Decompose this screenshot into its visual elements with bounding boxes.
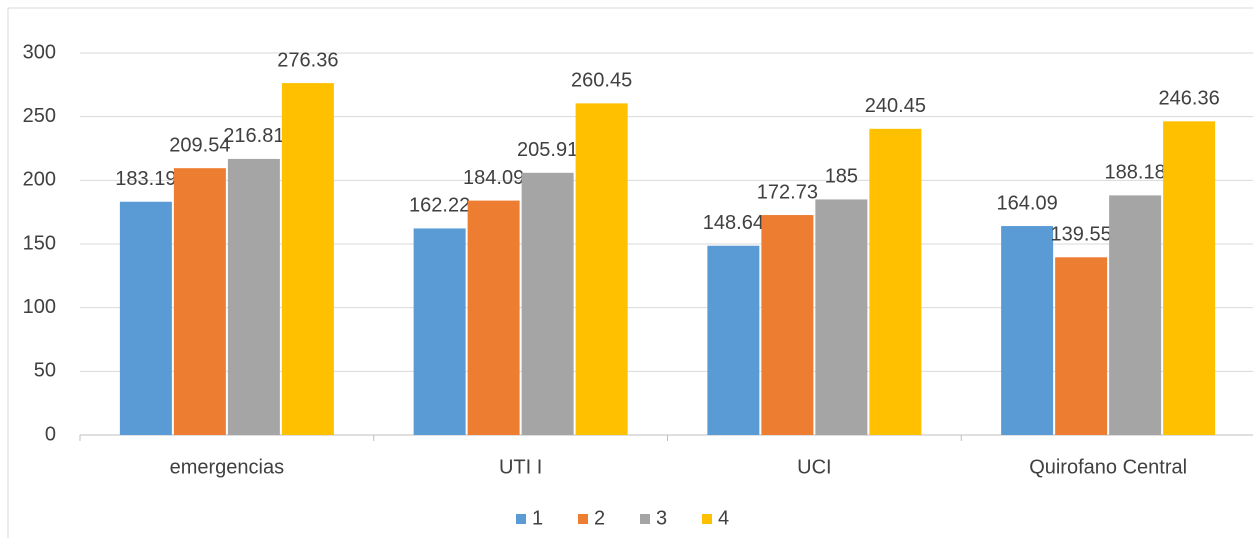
- bar: [521, 172, 574, 436]
- bar: [413, 228, 466, 435]
- x-tick-label: Quirofano Central: [1029, 456, 1187, 478]
- legend-swatch: [702, 514, 712, 524]
- bar: [1109, 195, 1162, 435]
- bar: [1163, 121, 1216, 435]
- x-tick-label: UTI I: [499, 456, 542, 478]
- bar: [467, 200, 520, 435]
- data-label: 148.64: [703, 212, 764, 234]
- y-tick-label: 200: [23, 169, 56, 191]
- data-label: 164.09: [997, 192, 1058, 214]
- data-label: 246.36: [1159, 88, 1220, 110]
- bar: [707, 245, 760, 435]
- bar: [761, 215, 814, 435]
- bar: [1001, 226, 1054, 435]
- legend-swatch: [578, 514, 588, 524]
- bar: [869, 128, 922, 435]
- chart-border: [7, 7, 1253, 538]
- bar: [227, 158, 280, 436]
- data-label: 183.19: [115, 168, 176, 190]
- legend-label: 4: [718, 507, 729, 529]
- data-label: 139.55: [1051, 224, 1112, 246]
- bar: [815, 199, 868, 435]
- bar: [1055, 257, 1108, 435]
- data-label: 188.18: [1105, 162, 1166, 184]
- bar: [173, 168, 226, 435]
- data-label: 172.73: [757, 181, 818, 203]
- bar: [281, 83, 334, 436]
- data-label: 185: [825, 166, 858, 188]
- y-tick-label: 50: [34, 360, 56, 382]
- data-label: 184.09: [463, 167, 524, 189]
- legend-label: 2: [594, 507, 605, 529]
- data-label: 276.36: [277, 49, 338, 71]
- bar: [119, 201, 172, 435]
- legend-label: 3: [656, 507, 667, 529]
- data-label: 205.91: [517, 139, 578, 161]
- data-label: 209.54: [169, 134, 230, 156]
- data-label: 216.81: [223, 125, 284, 147]
- data-label: 260.45: [571, 70, 632, 92]
- data-label: 162.22: [409, 195, 470, 217]
- y-tick-label: 100: [23, 296, 56, 318]
- legend-label: 1: [532, 507, 543, 529]
- legend-swatch: [516, 514, 526, 524]
- x-tick-label: emergencias: [170, 456, 285, 478]
- x-tick-label: UCI: [797, 456, 831, 478]
- y-tick-label: 0: [45, 423, 56, 445]
- data-label: 240.45: [865, 95, 926, 117]
- y-tick-label: 150: [23, 232, 56, 254]
- legend-swatch: [640, 514, 650, 524]
- bar: [575, 103, 628, 435]
- y-tick-label: 250: [23, 105, 56, 127]
- y-tick-label: 300: [23, 41, 56, 63]
